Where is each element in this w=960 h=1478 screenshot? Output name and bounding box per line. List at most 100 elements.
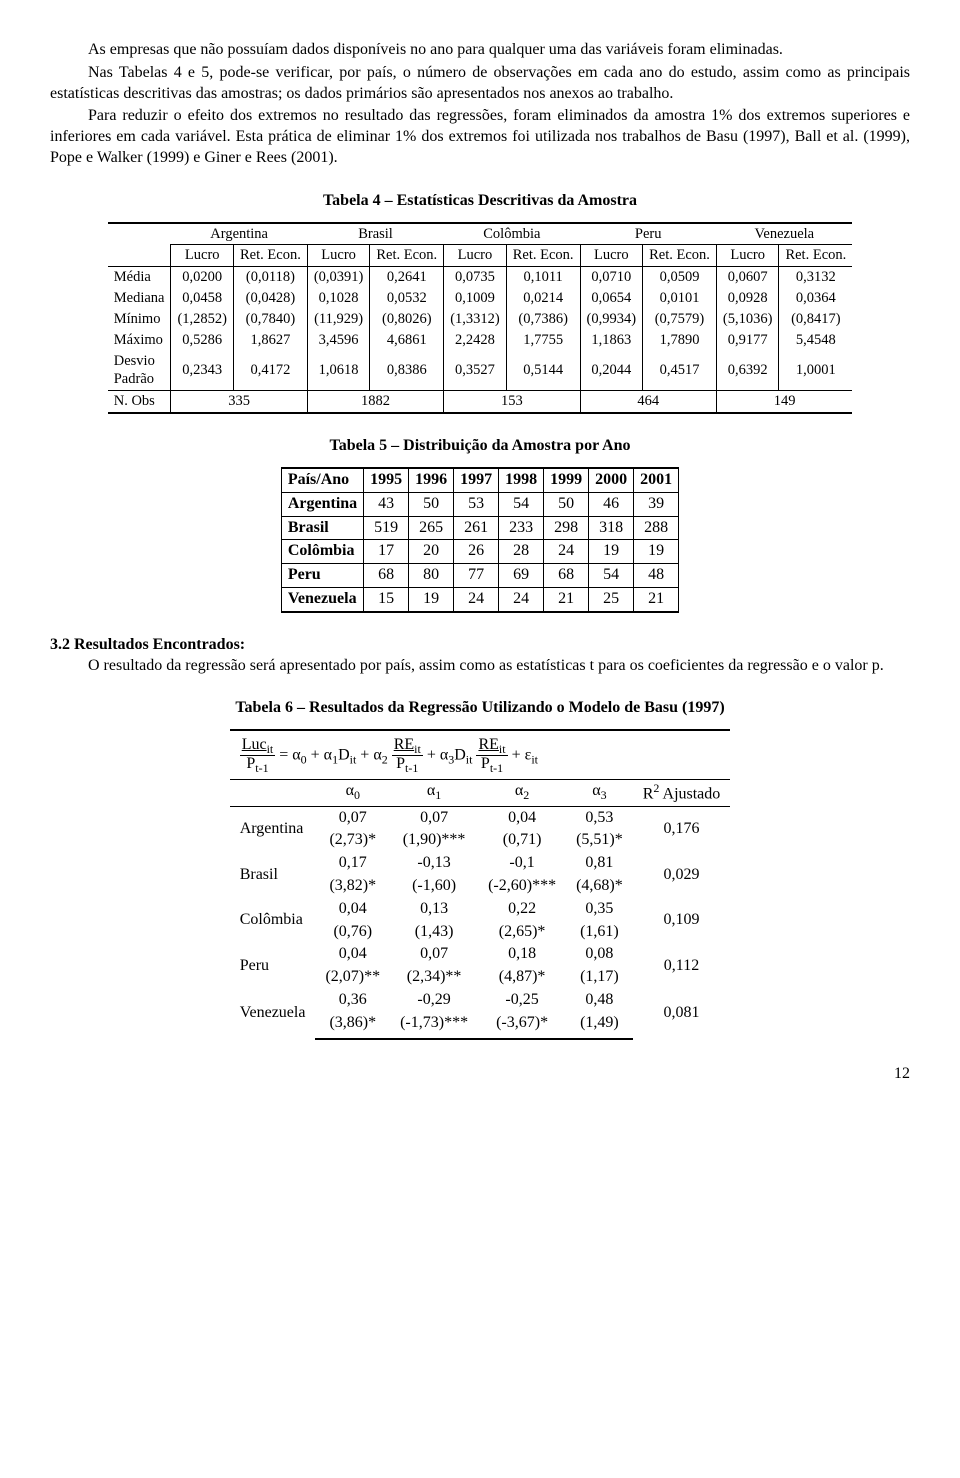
paragraph-4: O resultado da regressão será apresentad… <box>50 656 910 677</box>
t4-cell: (0,0118) <box>234 267 308 288</box>
t4-cell: 0,3527 <box>444 351 507 391</box>
t4-cell: 0,0364 <box>779 288 852 309</box>
t5-cell: 68 <box>544 564 589 588</box>
t4-sub-lucro: Lucro <box>307 245 370 267</box>
t4-cell: 0,5144 <box>506 351 580 391</box>
t5-row-label: Brasil <box>281 516 363 540</box>
t4-country-1: Brasil <box>307 223 443 245</box>
t5-cell: 288 <box>634 516 679 540</box>
t6-r2: 0,112 <box>633 943 731 989</box>
t4-cell: 0,2641 <box>370 267 444 288</box>
t6-country: Peru <box>230 943 316 989</box>
t6-coef: 0,81 <box>566 852 633 875</box>
t6-coef: -0,13 <box>390 852 478 875</box>
t4-cell: 0,2044 <box>580 351 643 391</box>
t6-tstat: (2,34)** <box>390 966 478 989</box>
t4-sub-ret: Ret. Econ. <box>779 245 852 267</box>
t5-cell: 54 <box>589 564 634 588</box>
t6-head-a0: α0 <box>315 779 390 806</box>
t5-cell: 265 <box>409 516 454 540</box>
t6-coef: 0,17 <box>315 852 390 875</box>
t4-cell: 0,0928 <box>716 288 779 309</box>
t6-coef: 0,18 <box>478 943 566 966</box>
t5-cell: 26 <box>454 540 499 564</box>
t5-cell: 15 <box>364 587 409 611</box>
t5-cell: 28 <box>499 540 544 564</box>
t4-cell: 0,0101 <box>643 288 717 309</box>
t5-row-label: Colômbia <box>281 540 363 564</box>
t4-cell: 0,0509 <box>643 267 717 288</box>
t6-coef: 0,13 <box>390 898 478 921</box>
t5-header-cell: 2001 <box>634 468 679 492</box>
t6-coef: -0,1 <box>478 852 566 875</box>
t5-cell: 50 <box>409 492 454 516</box>
t6-head-a3: α3 <box>566 779 633 806</box>
t4-country-0: Argentina <box>171 223 307 245</box>
t6-tstat: (1,61) <box>566 921 633 944</box>
t4-sub-ret: Ret. Econ. <box>643 245 717 267</box>
t5-cell: 298 <box>544 516 589 540</box>
t5-cell: 69 <box>499 564 544 588</box>
t5-cell: 318 <box>589 516 634 540</box>
t4-cell: (0,7840) <box>234 309 308 330</box>
t6-tstat: (1,49) <box>566 1012 633 1039</box>
t4-cell: (5,1036) <box>716 309 779 330</box>
t6-coef: 0,36 <box>315 989 390 1012</box>
t5-cell: 519 <box>364 516 409 540</box>
t4-sub-lucro: Lucro <box>171 245 234 267</box>
table6: LucitPt-1 = α0 + α1Dit + α2 REitPt-1 + α… <box>230 729 731 1039</box>
t5-row-label: Argentina <box>281 492 363 516</box>
t4-country-4: Venezuela <box>716 223 852 245</box>
t6-tstat: (-3,67)* <box>478 1012 566 1039</box>
t4-cell: (0,8026) <box>370 309 444 330</box>
t6-coef: 0,22 <box>478 898 566 921</box>
t4-sub-lucro: Lucro <box>444 245 507 267</box>
t4-cell: 0,0200 <box>171 267 234 288</box>
t4-nobs-label: N. Obs <box>108 391 171 413</box>
t6-tstat: (0,71) <box>478 829 566 852</box>
t6-coef: 0,07 <box>390 943 478 966</box>
section-3-2-title: 3.2 Resultados Encontrados: <box>50 635 910 656</box>
t4-country-2: Colômbia <box>444 223 580 245</box>
t4-cell: 0,0710 <box>580 267 643 288</box>
paragraph-1: As empresas que não possuíam dados dispo… <box>50 40 910 61</box>
t6-coef: 0,04 <box>315 943 390 966</box>
t5-cell: 46 <box>589 492 634 516</box>
t4-sub-ret: Ret. Econ. <box>234 245 308 267</box>
t4-nobs-cell: 1882 <box>307 391 443 413</box>
t6-tstat: (2,73)* <box>315 829 390 852</box>
t6-tstat: (0,76) <box>315 921 390 944</box>
t4-cell: (0,0428) <box>234 288 308 309</box>
t6-country: Brasil <box>230 852 316 898</box>
t5-header-cell: 1996 <box>409 468 454 492</box>
t5-header-cell: 1999 <box>544 468 589 492</box>
t6-tstat: (3,82)* <box>315 875 390 898</box>
table4: Argentina Brasil Colômbia Peru Venezuela… <box>108 222 853 415</box>
t6-head-a1: α1 <box>390 779 478 806</box>
t4-cell: 0,1011 <box>506 267 580 288</box>
t6-coef: 0,35 <box>566 898 633 921</box>
t6-tstat: (2,07)** <box>315 966 390 989</box>
t5-cell: 19 <box>409 587 454 611</box>
t4-cell: 3,4596 <box>307 330 370 351</box>
t5-cell: 77 <box>454 564 499 588</box>
t4-cell: 0,5286 <box>171 330 234 351</box>
t4-cell: 0,6392 <box>716 351 779 391</box>
t6-tstat: (2,65)* <box>478 921 566 944</box>
t5-cell: 19 <box>589 540 634 564</box>
t6-tstat: (4,87)* <box>478 966 566 989</box>
table5: País/Ano1995199619971998199920002001 Arg… <box>281 467 679 613</box>
t4-cell: (0,8417) <box>779 309 852 330</box>
t4-sub-lucro: Lucro <box>580 245 643 267</box>
t6-head-r2: R2 Ajustado <box>633 779 731 806</box>
t4-sub-ret: Ret. Econ. <box>370 245 444 267</box>
t4-nobs-cell: 464 <box>580 391 716 413</box>
t4-cell: 0,2343 <box>171 351 234 391</box>
t6-tstat: (1,43) <box>390 921 478 944</box>
t5-cell: 68 <box>364 564 409 588</box>
t5-header-cell: 1995 <box>364 468 409 492</box>
page-number: 12 <box>50 1064 910 1085</box>
t4-cell: 0,0735 <box>444 267 507 288</box>
t5-cell: 20 <box>409 540 454 564</box>
t5-cell: 17 <box>364 540 409 564</box>
